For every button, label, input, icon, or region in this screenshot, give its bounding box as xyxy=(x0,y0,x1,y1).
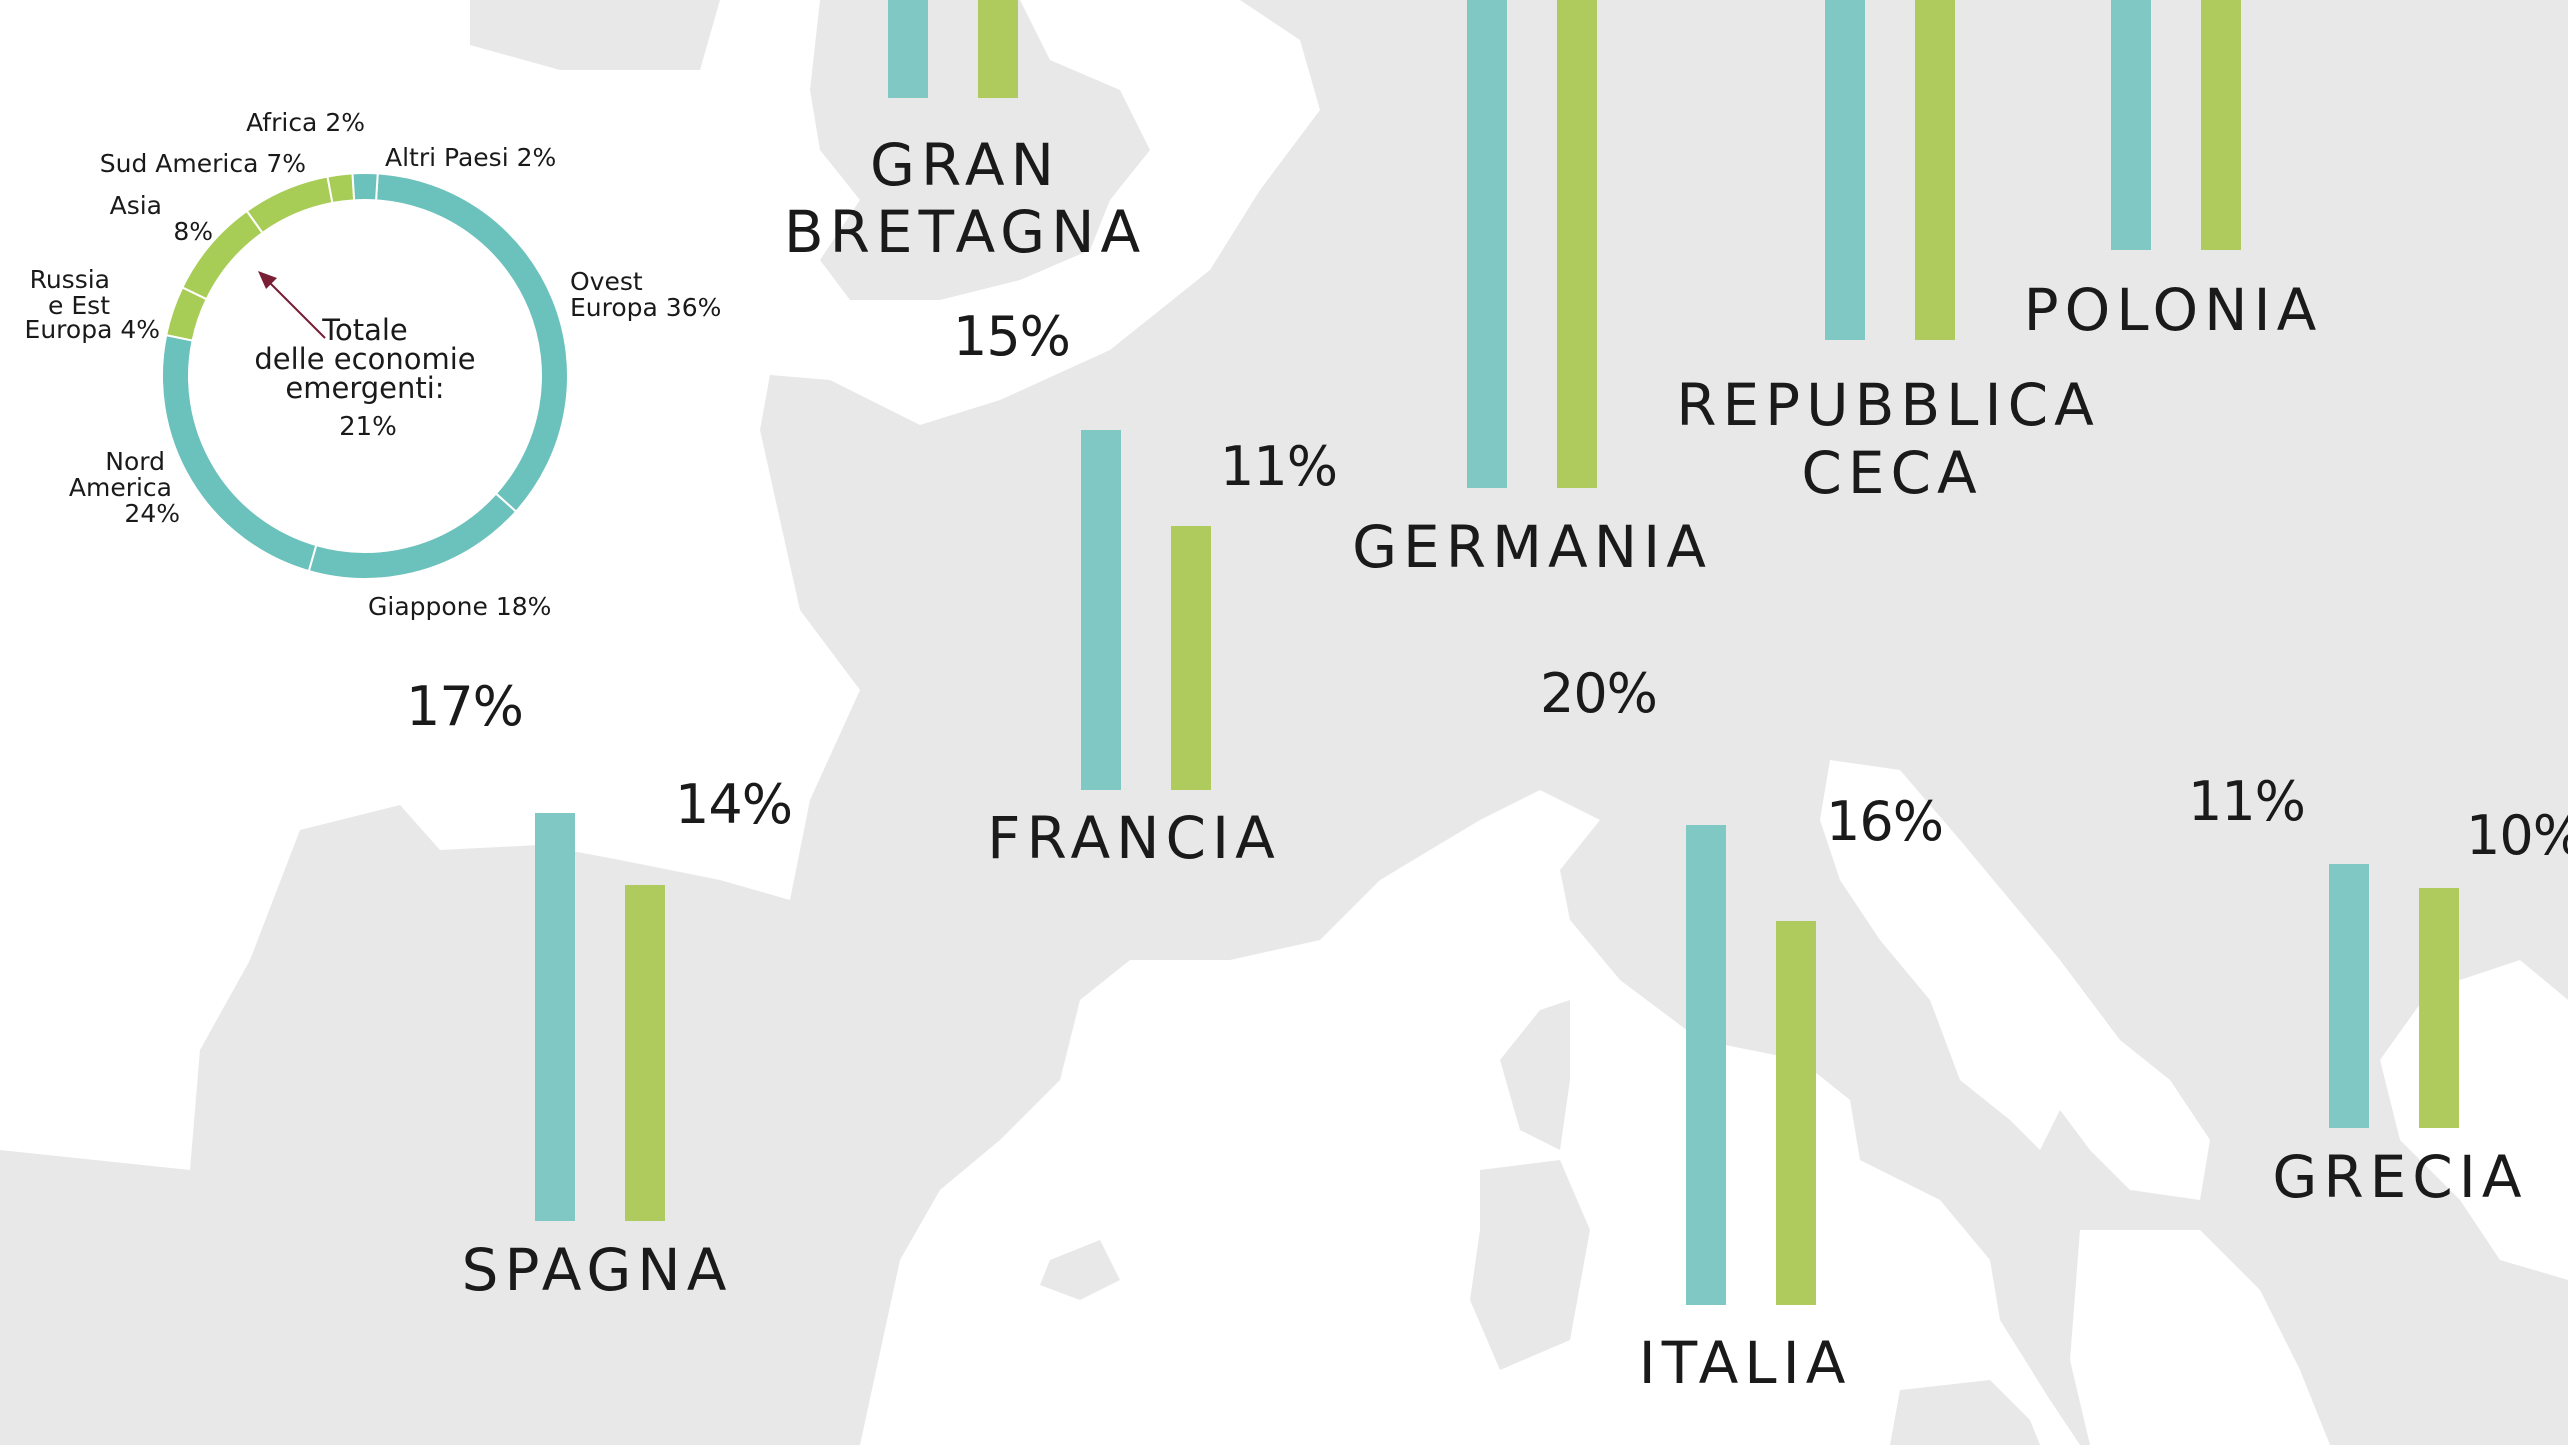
donut-label-nord-america-line-2: America xyxy=(69,473,172,502)
donut-label-asia-line-2: 8% xyxy=(173,217,213,246)
data-label-spagna-series-2: 14% xyxy=(675,773,792,836)
center-arrow-line xyxy=(264,277,326,339)
donut-label-russia-e-est-europa-line-2: e Est xyxy=(48,291,110,320)
center-arrow-head xyxy=(258,271,277,289)
donut-center-text: Totale delle economie emergenti: 21% xyxy=(254,271,476,442)
country-label-repubblica-ceca-line-1: REPUBBLICA xyxy=(1676,371,2100,439)
data-label-grecia-series-1: 11% xyxy=(2188,770,2305,833)
center-text-line-1: Totale xyxy=(321,313,408,347)
bar-grecia-series-1 xyxy=(2329,864,2369,1128)
donut-slice-altri-paesi xyxy=(351,172,379,202)
donut-slice-africa xyxy=(326,172,356,205)
bar-spagna-series-2 xyxy=(625,885,665,1221)
donut-chart xyxy=(161,172,569,580)
center-text-value: 21% xyxy=(339,412,397,442)
bar-polonia-series-2 xyxy=(2201,0,2241,250)
bar-germania-series-1 xyxy=(1467,0,1507,488)
bar-italia-series-1 xyxy=(1686,825,1726,1305)
bar-gran-bretagna-series-1 xyxy=(888,0,928,98)
donut-label-russia-e-est-europa-line-3: Europa 4% xyxy=(25,315,160,344)
land-corsica xyxy=(1500,1000,1570,1150)
data-label-francia-series-1: 15% xyxy=(953,305,1070,368)
data-label-spagna-series-1: 17% xyxy=(406,675,523,738)
land-sicily xyxy=(1890,1380,2040,1445)
data-label-grecia-series-2: 10% xyxy=(2466,804,2568,867)
country-label-italia: ITALIA xyxy=(1639,1329,1852,1397)
donut-label-asia-line-1: Asia xyxy=(110,191,162,220)
country-label-gran-bretagna-line-1: GRAN xyxy=(870,131,1060,199)
donut-label-russia-e-est-europa-line-1: Russia xyxy=(30,265,110,294)
center-text-line-3: emergenti: xyxy=(285,371,444,405)
bar-germania-series-2 xyxy=(1557,0,1597,488)
bar-italia-series-2 xyxy=(1776,921,1816,1305)
country-label-polonia: POLONIA xyxy=(2024,276,2323,344)
country-label-gran-bretagna-line-2: BRETAGNA xyxy=(784,198,1146,266)
country-label-spagna: SPAGNA xyxy=(462,1236,733,1304)
donut-label-africa: Africa 2% xyxy=(246,108,365,137)
donut-label-nord-america-line-1: Nord xyxy=(105,447,165,476)
country-label-repubblica-ceca-line-2: CECA xyxy=(1801,439,1982,507)
donut-label-sud-america: Sud America 7% xyxy=(100,149,306,178)
donut-label-altri-paesi: Altri Paesi 2% xyxy=(385,143,556,172)
bar-gran-bretagna-series-2 xyxy=(978,0,1018,98)
center-text-line-2: delle economie xyxy=(254,342,475,376)
data-labels: 15% 11% 17% 14% 20% 16% 11% 10% xyxy=(406,305,2568,867)
donut-label-ovest-europa-line-2: Europa 36% xyxy=(570,293,721,322)
country-label-grecia: GRECIA xyxy=(2272,1143,2527,1211)
bar-series xyxy=(535,0,2459,1305)
bar-francia-series-2 xyxy=(1171,526,1211,790)
donut-label-nord-america-line-3: 24% xyxy=(124,499,180,528)
country-label-francia: FRANCIA xyxy=(987,804,1281,872)
donut-label-giappone: Giappone 18% xyxy=(368,592,551,621)
country-label-germania: GERMANIA xyxy=(1352,513,1712,581)
bar-grecia-series-2 xyxy=(2419,888,2459,1128)
bar-spagna-series-1 xyxy=(535,813,575,1221)
bar-repubblica-ceca-series-2 xyxy=(1915,0,1955,340)
sea-adriatic xyxy=(1820,760,2210,1200)
bar-repubblica-ceca-series-1 xyxy=(1825,0,1865,340)
bar-polonia-series-1 xyxy=(2111,0,2151,250)
sea-ionian xyxy=(2070,1230,2330,1445)
land-balearic xyxy=(1040,1240,1120,1300)
land-sardinia xyxy=(1470,1160,1590,1370)
data-label-francia-series-2: 11% xyxy=(1220,435,1337,498)
data-label-italia-series-1: 20% xyxy=(1540,662,1657,725)
donut-label-ovest-europa-line-1: Ovest xyxy=(570,267,643,296)
land-northwest xyxy=(470,0,720,70)
data-label-italia-series-2: 16% xyxy=(1826,790,1943,853)
bar-francia-series-1 xyxy=(1081,430,1121,790)
